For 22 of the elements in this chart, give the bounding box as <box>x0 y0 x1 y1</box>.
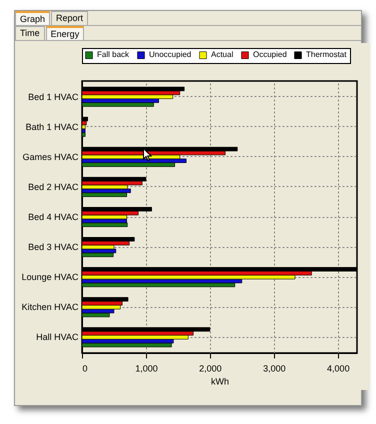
legend-label: Unoccupied <box>149 50 192 60</box>
text: Report <box>51 11 88 25</box>
x-tick-label: 3,000 <box>263 364 286 374</box>
x-tick-label: 1,000 <box>135 364 158 374</box>
y-tick-label: Kitchen HVAC <box>22 302 79 312</box>
y-tick-label: Lounge HVAC <box>22 272 79 282</box>
y-tick-label: Bed 4 HVAC <box>28 212 79 222</box>
legend-label: Actual <box>211 50 234 60</box>
y-tick-label: Bed 3 HVAC <box>28 242 79 252</box>
y-tick-label: Bath 1 HVAC <box>26 122 79 132</box>
legend-label: Occupied <box>253 50 287 60</box>
text: Time <box>15 26 45 40</box>
legend-label: Thermostat <box>306 50 348 60</box>
x-tick-label: 2,000 <box>199 364 222 374</box>
x-tick-label: 4,000 <box>327 364 350 374</box>
x-tick-label: 0 <box>82 364 88 374</box>
y-tick-label: Bed 2 HVAC <box>28 182 79 192</box>
legend-label: Fall back <box>97 50 130 60</box>
x-axis-title: kWh <box>211 376 229 386</box>
y-tick-label: Bed 1 HVAC <box>28 92 79 102</box>
y-tick-label: Games HVAC <box>22 152 79 162</box>
y-tick-label: Hall HVAC <box>36 332 79 342</box>
